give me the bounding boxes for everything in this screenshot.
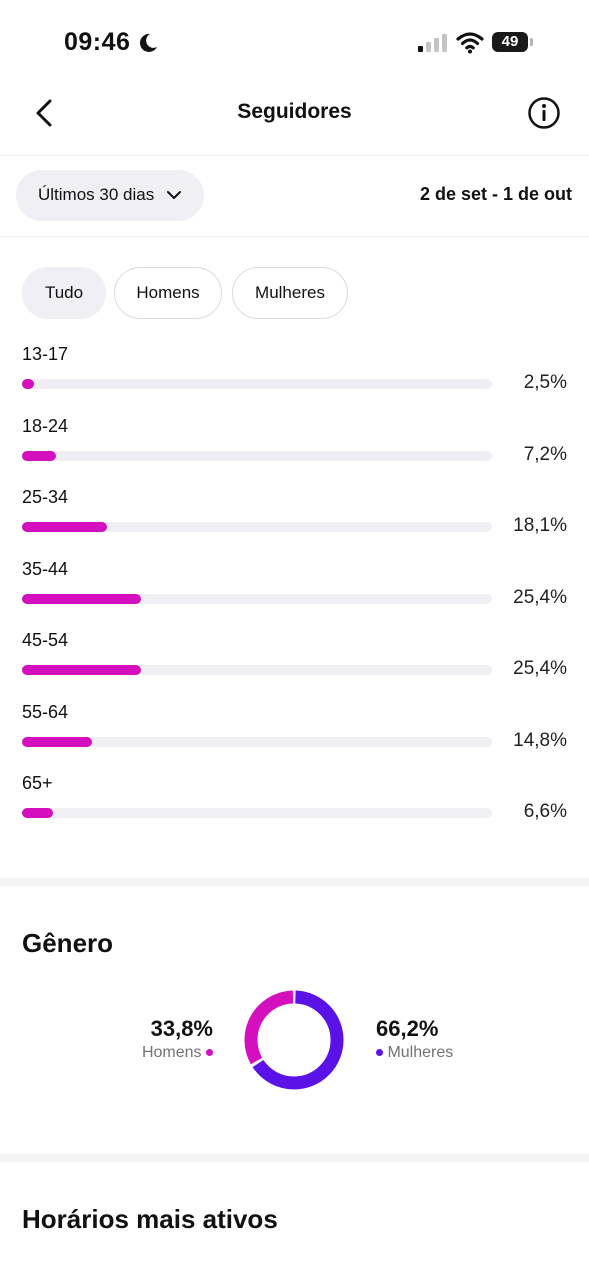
gender-donut-chart: [244, 990, 344, 1090]
signal-icon: [418, 34, 447, 52]
men-label: Homens: [141, 1044, 202, 1061]
age-percentage: 6,6%: [523, 801, 567, 822]
chip-women[interactable]: Mulheres: [232, 267, 348, 319]
status-bar: 09:46 49: [0, 0, 589, 88]
donut-segment-women: [244, 990, 344, 1090]
chip-men[interactable]: Homens: [114, 267, 222, 319]
age-percentage: 2,5%: [523, 372, 567, 393]
gender-title: Gênero: [22, 928, 114, 958]
age-bar-fill: [22, 522, 108, 532]
women-value: 66,2%: [376, 1016, 439, 1041]
age-row: 25-34 18,1%: [0, 483, 589, 555]
women-legend-dot: [376, 1049, 383, 1057]
gender-women: 66,2% Mulheres: [376, 1016, 496, 1062]
men-legend-dot: [206, 1049, 213, 1057]
age-row: 45-54 25,4%: [0, 626, 589, 698]
gender-men: 33,8% Homens: [120, 1016, 213, 1062]
age-bar-track: [22, 808, 492, 818]
age-label: 13-17: [22, 344, 69, 364]
age-bar-track: [22, 665, 492, 675]
age-label: 65+: [22, 773, 53, 793]
battery-level: 49: [501, 33, 519, 50]
filter-row: Últimos 30 dias 2 de set - 1 de out: [0, 156, 589, 237]
age-bar-fill: [22, 808, 54, 818]
age-row: 18-24 7,2%: [0, 412, 589, 484]
chevron-left-icon[interactable]: [30, 96, 60, 130]
chip-all[interactable]: Tudo: [22, 267, 106, 319]
age-percentage: 7,2%: [523, 444, 567, 465]
page-title: Seguidores: [237, 100, 352, 123]
nav-header: Seguidores: [0, 88, 589, 156]
age-label: 45-54: [22, 630, 69, 650]
chevron-down-icon: [167, 191, 181, 199]
battery-cap: [530, 38, 533, 46]
age-row: 65+ 6,6%: [0, 769, 589, 841]
age-bar-fill: [22, 451, 56, 461]
age-row: 35-44 25,4%: [0, 555, 589, 627]
age-label: 18-24: [22, 416, 69, 436]
men-value: 33,8%: [150, 1016, 213, 1041]
donut-segment-men: [244, 990, 344, 1090]
age-bar-track: [22, 594, 492, 604]
age-label: 35-44: [22, 559, 69, 579]
age-percentage: 18,1%: [513, 515, 567, 536]
date-range: 2 de set - 1 de out: [419, 184, 572, 204]
age-bar-track: [22, 451, 492, 461]
age-bar-fill: [22, 737, 92, 747]
section-divider: [0, 878, 589, 886]
period-label: Últimos 30 dias: [38, 185, 155, 204]
battery-icon: 49: [492, 32, 528, 52]
age-percentage: 14,8%: [513, 730, 567, 751]
status-time: 09:46: [64, 28, 131, 56]
wifi-icon: [456, 32, 484, 54]
age-percentage: 25,4%: [513, 658, 567, 679]
age-percentage: 25,4%: [513, 587, 567, 608]
age-bar-track: [22, 379, 492, 389]
moon-icon: [139, 33, 157, 52]
age-row: 55-64 14,8%: [0, 698, 589, 770]
period-dropdown[interactable]: Últimos 30 dias: [16, 170, 204, 221]
age-bar-fill: [22, 665, 142, 675]
age-bar-fill: [22, 379, 34, 389]
age-label: 55-64: [22, 702, 69, 722]
age-bar-track: [22, 737, 492, 747]
women-label: Mulheres: [387, 1044, 454, 1061]
info-icon[interactable]: [526, 95, 562, 131]
section-divider: [0, 1154, 589, 1162]
age-row: 13-17 2,5%: [0, 340, 589, 412]
age-bar-fill: [22, 594, 142, 604]
active-hours-title: Horários mais ativos: [22, 1204, 278, 1234]
age-label: 25-34: [22, 487, 69, 507]
age-bar-track: [22, 522, 492, 532]
